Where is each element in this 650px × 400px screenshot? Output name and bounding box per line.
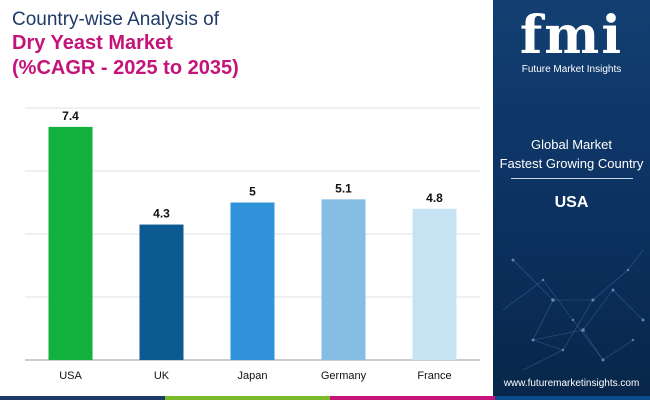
logo-mark: fmi bbox=[519, 5, 624, 66]
color-strip-2 bbox=[165, 396, 330, 400]
bar-france bbox=[412, 208, 457, 360]
x-tick-label-uk: UK bbox=[154, 370, 170, 382]
x-tick-label-germany: Germany bbox=[321, 370, 367, 382]
title-line-3: (%CAGR - 2025 to 2035) bbox=[12, 57, 239, 79]
data-label-germany: 5.1 bbox=[335, 181, 352, 195]
color-strip-1 bbox=[0, 396, 165, 400]
title-line-1: Country-wise Analysis of bbox=[12, 9, 219, 30]
data-label-france: 4.8 bbox=[426, 191, 443, 205]
bar-uk bbox=[139, 224, 184, 360]
data-label-uk: 4.3 bbox=[153, 207, 170, 221]
bar-japan bbox=[230, 202, 275, 360]
website-link[interactable]: www.futuremarketinsights.com bbox=[503, 378, 640, 389]
x-tick-label-france: France bbox=[417, 370, 451, 382]
side-panel: fmi Future Market Insights Global Market… bbox=[493, 0, 650, 400]
panel-heading-line-1: Global Market bbox=[531, 137, 612, 152]
color-strip-4 bbox=[495, 396, 650, 400]
network-decoration-icon bbox=[502, 249, 645, 371]
panel-divider bbox=[511, 178, 633, 179]
data-label-usa: 7.4 bbox=[62, 109, 79, 123]
bar-germany bbox=[321, 199, 366, 360]
title-line-2: Dry Yeast Market bbox=[12, 32, 173, 54]
fmi-logo: fmi Future Market Insights bbox=[493, 8, 650, 76]
color-strip-3 bbox=[330, 396, 495, 400]
bar-usa bbox=[48, 126, 93, 361]
panel-heading-line-2: Fastest Growing Country bbox=[499, 156, 644, 171]
logo-subtitle: Future Market Insights bbox=[521, 64, 622, 75]
chart-title: Country-wise Analysis of Dry Yeast Marke… bbox=[12, 8, 239, 81]
x-tick-label-japan: Japan bbox=[238, 370, 268, 382]
data-label-japan: 5 bbox=[249, 185, 256, 199]
bar-chart: 7.4 USA 4.3 UK 5 Japan 5.1 Germany 4.8 France bbox=[25, 107, 480, 382]
x-tick-label-usa: USA bbox=[59, 370, 82, 382]
fastest-growing-country: USA bbox=[554, 194, 589, 211]
